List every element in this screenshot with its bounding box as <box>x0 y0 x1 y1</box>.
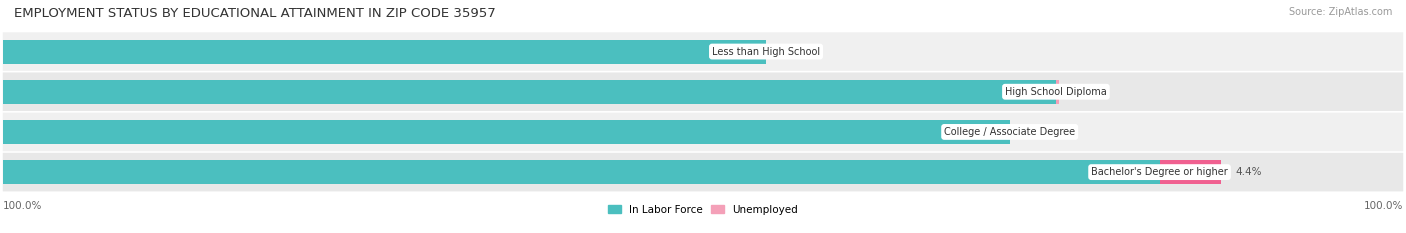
Bar <box>1160 160 1222 184</box>
Text: EMPLOYMENT STATUS BY EDUCATIONAL ATTAINMENT IN ZIP CODE 35957: EMPLOYMENT STATUS BY EDUCATIONAL ATTAINM… <box>14 7 496 20</box>
Text: College / Associate Degree: College / Associate Degree <box>945 127 1076 137</box>
Text: 82.6%: 82.6% <box>1109 167 1146 177</box>
Text: 71.9%: 71.9% <box>959 127 995 137</box>
Text: 75.2%: 75.2% <box>1005 87 1042 97</box>
Bar <box>3 120 1010 144</box>
Text: 4.4%: 4.4% <box>1234 167 1261 177</box>
FancyBboxPatch shape <box>3 113 1403 151</box>
Text: 0.2%: 0.2% <box>1073 87 1099 97</box>
FancyBboxPatch shape <box>3 32 1403 71</box>
Text: 100.0%: 100.0% <box>1364 201 1403 211</box>
Legend: In Labor Force, Unemployed: In Labor Force, Unemployed <box>605 200 801 219</box>
FancyBboxPatch shape <box>3 153 1403 191</box>
Text: 100.0%: 100.0% <box>3 201 42 211</box>
Text: Source: ZipAtlas.com: Source: ZipAtlas.com <box>1288 7 1392 17</box>
Bar <box>3 80 1056 104</box>
Text: 54.5%: 54.5% <box>716 47 752 57</box>
Bar <box>3 160 1160 184</box>
Bar <box>1056 80 1059 104</box>
Text: Bachelor's Degree or higher: Bachelor's Degree or higher <box>1091 167 1227 177</box>
Text: 0.0%: 0.0% <box>1024 127 1050 137</box>
Bar <box>3 40 766 64</box>
Text: 0.0%: 0.0% <box>780 47 806 57</box>
Text: Less than High School: Less than High School <box>711 47 820 57</box>
Text: High School Diploma: High School Diploma <box>1005 87 1107 97</box>
FancyBboxPatch shape <box>3 72 1403 111</box>
